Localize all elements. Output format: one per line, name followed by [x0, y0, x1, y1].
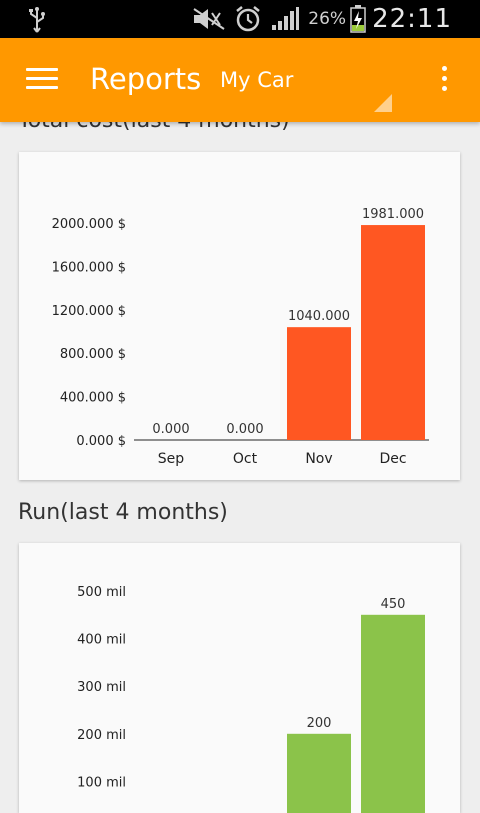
- x-tick-label: Oct: [233, 451, 258, 467]
- x-tick-label: Sep: [158, 451, 185, 467]
- bar-dec: [361, 225, 425, 440]
- data-label: 1981.000: [362, 207, 424, 222]
- signal-icon: [272, 7, 300, 30]
- app-bar: Reports My Car: [0, 38, 480, 122]
- bar-nov: [287, 327, 351, 440]
- mute-icon: [193, 8, 225, 30]
- data-label: 1040.000: [288, 309, 350, 324]
- alarm-icon: [236, 6, 261, 32]
- car-selector-value: My Car: [220, 68, 294, 92]
- y-tick-label: 2000.000 $: [52, 217, 126, 232]
- run-bar-chart: 100 mil 200 mil 300 mil 400 mil 500 mil 200 45…: [77, 585, 425, 813]
- dropdown-triangle-icon: [374, 94, 392, 112]
- bar-dec: [361, 614, 425, 813]
- x-tick-label: Dec: [379, 451, 406, 467]
- run-chart-card: 100 mil 200 mil 300 mil 400 mil 500 mil 200 45…: [19, 543, 460, 813]
- bar-nov: [287, 733, 351, 813]
- cost-bar-chart: 0.000 $ 400.000 $ 800.000 $ 1200.000 $ 1600.…: [52, 207, 429, 467]
- y-tick-label: 1200.000 $: [52, 304, 126, 319]
- page-title: Reports: [90, 62, 202, 96]
- y-tick-label: 100 mil: [77, 775, 126, 790]
- hamburger-menu-icon[interactable]: [26, 68, 58, 92]
- cost-chart-card: 0.000 $ 400.000 $ 800.000 $ 1200.000 $ 1600.…: [19, 152, 460, 480]
- y-tick-label: 400 mil: [77, 633, 126, 648]
- more-vert-icon[interactable]: [432, 66, 456, 96]
- clock: 22:11: [372, 4, 452, 34]
- run-section-title: Run(last 4 months): [18, 500, 228, 525]
- y-tick-label: 1600.000 $: [52, 260, 126, 275]
- data-label: 200: [307, 716, 332, 731]
- y-tick-label: 800.000 $: [60, 347, 126, 362]
- car-selector-dropdown[interactable]: My Car: [210, 52, 400, 112]
- battery-percent: 26%: [308, 9, 347, 29]
- usb-icon: [29, 7, 45, 33]
- y-tick-label: 0.000 $: [76, 434, 126, 449]
- data-label: 0.000: [152, 422, 189, 437]
- y-tick-label: 200 mil: [77, 728, 126, 743]
- data-label: 0.000: [226, 422, 263, 437]
- y-tick-label: 500 mil: [77, 585, 126, 600]
- y-tick-label: 400.000 $: [60, 391, 126, 406]
- y-tick-label: 300 mil: [77, 680, 126, 695]
- x-tick-label: Nov: [305, 451, 332, 467]
- data-label: 450: [381, 597, 406, 612]
- battery-charging-icon: [350, 5, 366, 33]
- status-bar: 26% 22:11: [0, 0, 480, 38]
